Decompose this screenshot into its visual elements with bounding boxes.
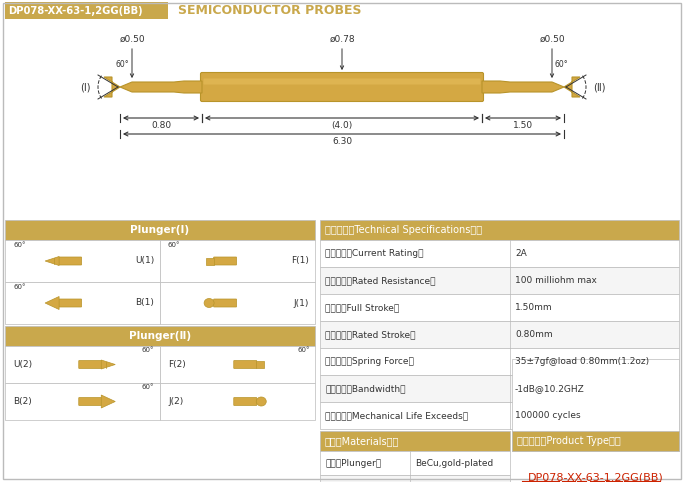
Text: Plunger(Ⅰ): Plunger(Ⅰ) (131, 225, 189, 235)
FancyBboxPatch shape (5, 346, 160, 383)
FancyBboxPatch shape (5, 2, 168, 19)
Text: 额定电阱（Rated Resistance）: 额定电阱（Rated Resistance） (325, 276, 436, 285)
Text: 0.80: 0.80 (151, 121, 171, 130)
Text: 60°: 60° (142, 347, 155, 353)
FancyBboxPatch shape (79, 361, 102, 369)
Ellipse shape (256, 397, 266, 406)
Text: 成品型号（Product Type）：: 成品型号（Product Type）： (517, 436, 621, 446)
Text: J(2): J(2) (168, 397, 183, 406)
Text: B(2): B(2) (13, 397, 31, 406)
FancyBboxPatch shape (234, 398, 256, 405)
FancyBboxPatch shape (160, 346, 315, 383)
FancyBboxPatch shape (5, 240, 160, 282)
Text: 频率带宽（Bandwidth）: 频率带宽（Bandwidth） (325, 384, 406, 393)
Polygon shape (101, 360, 115, 369)
Text: 满行程（Full Stroke）: 满行程（Full Stroke） (325, 303, 399, 312)
Text: 6.30: 6.30 (332, 137, 352, 146)
Polygon shape (482, 81, 564, 93)
FancyBboxPatch shape (320, 267, 679, 294)
Text: U(1): U(1) (135, 256, 154, 266)
FancyBboxPatch shape (213, 299, 237, 307)
Text: 60°: 60° (13, 242, 25, 248)
Text: 60°: 60° (297, 347, 309, 353)
FancyBboxPatch shape (320, 402, 679, 429)
Text: 测试寿命（Mechanical Life Exceeds）: 测试寿命（Mechanical Life Exceeds） (325, 411, 468, 420)
FancyBboxPatch shape (204, 79, 480, 84)
Text: 1.50mm: 1.50mm (515, 303, 553, 312)
Text: U(2): U(2) (13, 360, 32, 369)
Text: 额定行程（Rated Stroke）: 额定行程（Rated Stroke） (325, 330, 415, 339)
Text: 100 milliohm max: 100 milliohm max (515, 276, 597, 285)
Text: (Ⅰ): (Ⅰ) (80, 82, 90, 92)
FancyBboxPatch shape (320, 220, 679, 240)
Text: 1.50: 1.50 (513, 121, 533, 130)
Polygon shape (256, 361, 264, 368)
Text: DP078-XX-63-1,2GG(BB): DP078-XX-63-1,2GG(BB) (8, 5, 143, 15)
Text: ø0.78: ø0.78 (329, 35, 355, 44)
FancyBboxPatch shape (5, 383, 160, 420)
FancyBboxPatch shape (320, 240, 679, 267)
Polygon shape (101, 395, 115, 408)
FancyBboxPatch shape (160, 383, 315, 420)
FancyBboxPatch shape (59, 257, 81, 265)
FancyBboxPatch shape (213, 257, 237, 265)
Text: -1dB@10.2GHZ: -1dB@10.2GHZ (515, 384, 585, 393)
Text: 60°: 60° (116, 60, 130, 69)
FancyBboxPatch shape (512, 359, 679, 451)
FancyBboxPatch shape (5, 326, 315, 346)
FancyBboxPatch shape (234, 361, 256, 369)
Text: F(2): F(2) (168, 360, 186, 369)
FancyBboxPatch shape (320, 294, 679, 321)
FancyBboxPatch shape (320, 321, 679, 348)
Text: ø0.50: ø0.50 (539, 35, 565, 44)
FancyBboxPatch shape (200, 72, 484, 102)
Text: 100000 cycles: 100000 cycles (515, 411, 581, 420)
Text: 35±7gf@load 0.80mm(1.2oz): 35±7gf@load 0.80mm(1.2oz) (515, 357, 649, 366)
Text: DP078-XX-63-1.2GG(BB): DP078-XX-63-1.2GG(BB) (527, 472, 663, 482)
FancyBboxPatch shape (320, 451, 510, 475)
FancyBboxPatch shape (79, 398, 102, 405)
FancyBboxPatch shape (320, 348, 679, 375)
FancyBboxPatch shape (320, 375, 679, 402)
FancyBboxPatch shape (5, 282, 160, 324)
Text: 60°: 60° (142, 384, 155, 390)
Text: 2A: 2A (515, 249, 527, 258)
Polygon shape (45, 256, 59, 266)
Text: SEMICONDUCTOR PROBES: SEMICONDUCTOR PROBES (178, 4, 362, 17)
Polygon shape (120, 81, 202, 93)
Text: 0.80mm: 0.80mm (515, 330, 553, 339)
Text: BeCu,gold-plated: BeCu,gold-plated (415, 458, 493, 468)
FancyBboxPatch shape (160, 240, 315, 282)
Text: 60°: 60° (554, 60, 568, 69)
Text: (4.0): (4.0) (331, 121, 353, 130)
Text: 60°: 60° (168, 242, 181, 248)
Text: 技术要求（Technical Specifications）：: 技术要求（Technical Specifications）： (325, 225, 482, 235)
Text: 材质（Materials）：: 材质（Materials）： (325, 436, 399, 446)
Polygon shape (206, 257, 214, 265)
Polygon shape (104, 77, 120, 97)
Text: 额定电流（Current Rating）: 额定电流（Current Rating） (325, 249, 423, 258)
FancyBboxPatch shape (512, 431, 679, 451)
Text: J(1): J(1) (293, 298, 309, 308)
FancyBboxPatch shape (320, 431, 510, 451)
FancyBboxPatch shape (5, 220, 315, 240)
FancyBboxPatch shape (59, 299, 81, 307)
Text: 针头（Plunger）: 针头（Plunger） (325, 458, 381, 468)
FancyBboxPatch shape (320, 475, 510, 482)
Text: 60°: 60° (13, 284, 25, 290)
Polygon shape (45, 296, 59, 309)
Text: Plunger(Ⅱ): Plunger(Ⅱ) (129, 331, 191, 341)
Polygon shape (564, 77, 580, 97)
Text: B(1): B(1) (135, 298, 154, 308)
Ellipse shape (204, 298, 214, 308)
FancyBboxPatch shape (160, 282, 315, 324)
Text: F(1): F(1) (291, 256, 309, 266)
Text: ø0.50: ø0.50 (119, 35, 145, 44)
Text: 额定弹力（Spring Force）: 额定弹力（Spring Force） (325, 357, 414, 366)
Text: (Ⅱ): (Ⅱ) (593, 82, 605, 92)
